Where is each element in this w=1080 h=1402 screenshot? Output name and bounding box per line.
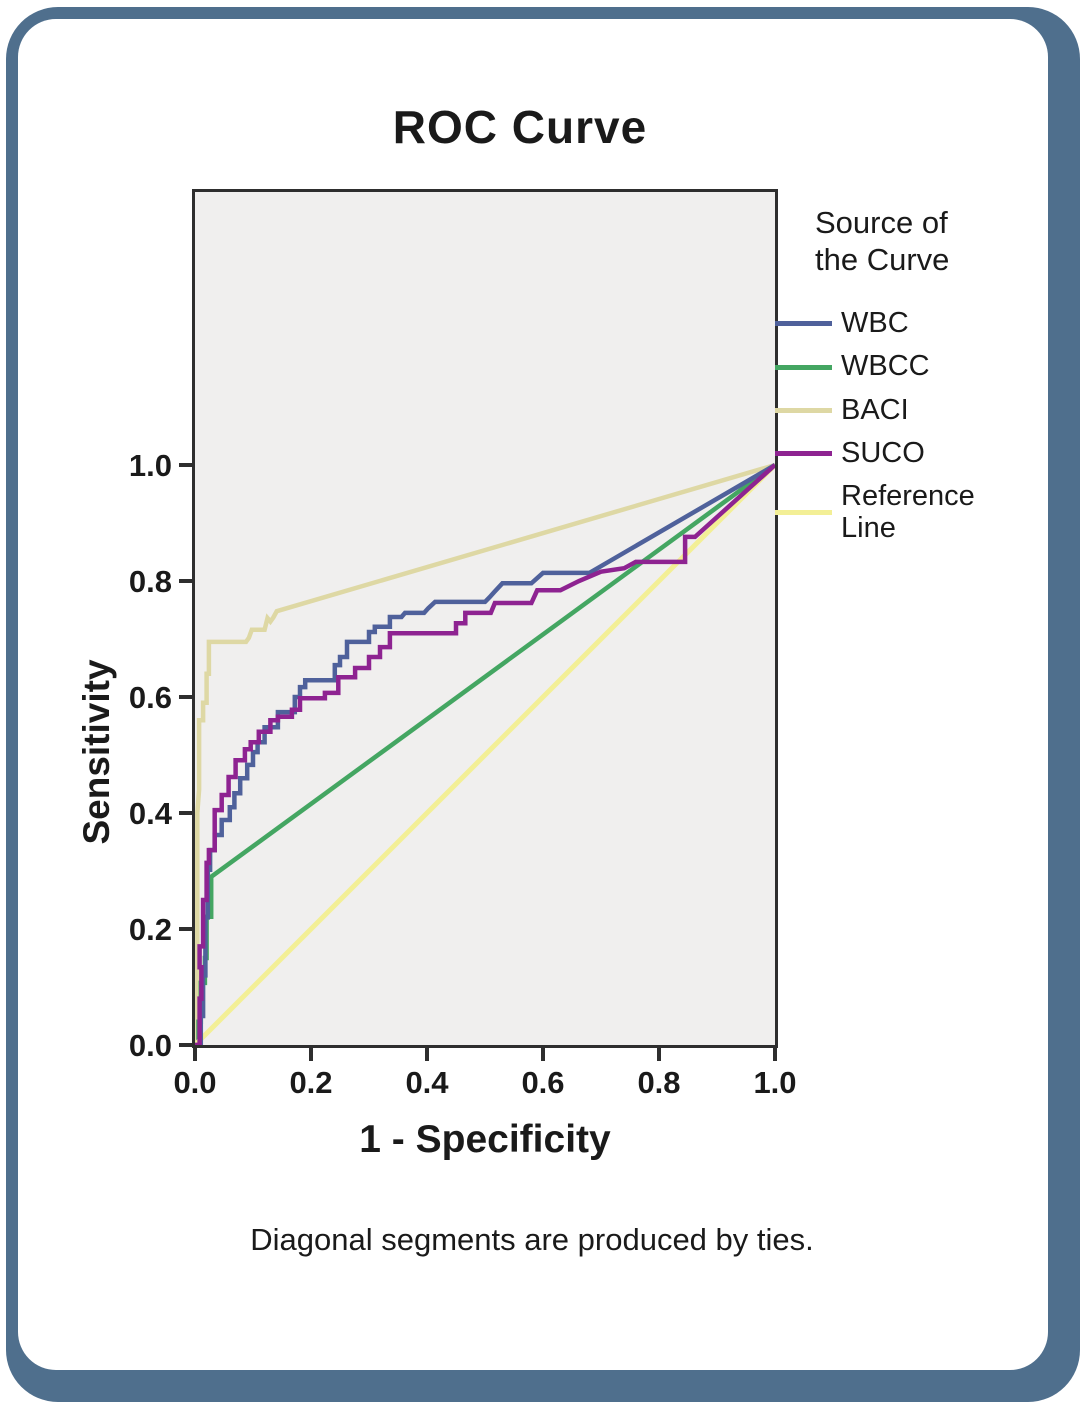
y-tick-label: 0.4 <box>128 796 172 831</box>
y-tick-mark <box>179 927 192 931</box>
y-tick-label: 1.0 <box>128 448 172 483</box>
x-tick-label: 0.8 <box>637 1065 681 1100</box>
legend-swatch-wbcc <box>775 364 832 370</box>
legend-item-baci: BACI <box>775 393 1070 426</box>
y-tick-label: 0.0 <box>128 1028 172 1063</box>
y-tick-label: 0.8 <box>128 564 172 599</box>
x-tick-label: 0.4 <box>405 1065 449 1100</box>
footnote: Diagonal segments are produced by ties. <box>250 1222 814 1257</box>
x-tick-mark <box>193 1048 197 1061</box>
legend-label-suco: SUCO <box>841 437 925 470</box>
legend-label-wbc: WBC <box>841 307 909 340</box>
y-tick-mark <box>179 463 192 467</box>
x-axis-title: 1 - Specificity <box>359 1118 611 1161</box>
x-tick-mark <box>773 1048 777 1061</box>
y-tick-mark <box>179 1043 192 1047</box>
x-tick-mark <box>541 1048 545 1061</box>
y-axis-title: Sensitivity <box>76 659 117 845</box>
legend-label-wbcc: WBCC <box>841 350 930 383</box>
x-tick-mark <box>657 1048 661 1061</box>
y-tick-label: 0.2 <box>128 912 172 947</box>
y-tick-mark <box>179 579 192 583</box>
x-tick-label: 0.0 <box>173 1065 217 1100</box>
legend-title: Source of the Curve <box>815 205 950 277</box>
legend-label-reference-line: Reference Line <box>841 480 975 544</box>
x-tick-label: 0.6 <box>521 1065 565 1100</box>
legend-swatch-reference-line <box>775 510 832 516</box>
legend: Source of the Curve WBC WBCC BACI SUCO R… <box>775 205 1070 556</box>
roc-curves-svg <box>195 462 775 1045</box>
y-tick-mark <box>179 811 192 815</box>
curve-suco <box>195 463 775 1045</box>
legend-swatch-suco <box>775 451 832 457</box>
plot-area <box>192 189 778 1048</box>
x-tick-label: 0.2 <box>289 1065 333 1100</box>
legend-item-suco: SUCO <box>775 437 1070 470</box>
x-tick-mark <box>309 1048 313 1061</box>
legend-label-baci: BACI <box>841 393 909 426</box>
legend-item-wbcc: WBCC <box>775 351 1070 382</box>
curve-baci <box>195 462 775 1045</box>
legend-swatch-wbc <box>775 321 832 327</box>
legend-item-reference-line: Reference Line <box>775 481 1070 544</box>
x-tick-label: 1.0 <box>753 1065 797 1100</box>
x-tick-mark <box>425 1048 429 1061</box>
y-tick-label: 0.6 <box>128 680 172 715</box>
legend-item-wbc: WBC <box>775 307 1070 340</box>
legend-swatch-baci <box>775 407 832 413</box>
y-tick-mark <box>179 695 192 699</box>
chart-title: ROC Curve <box>392 101 648 153</box>
